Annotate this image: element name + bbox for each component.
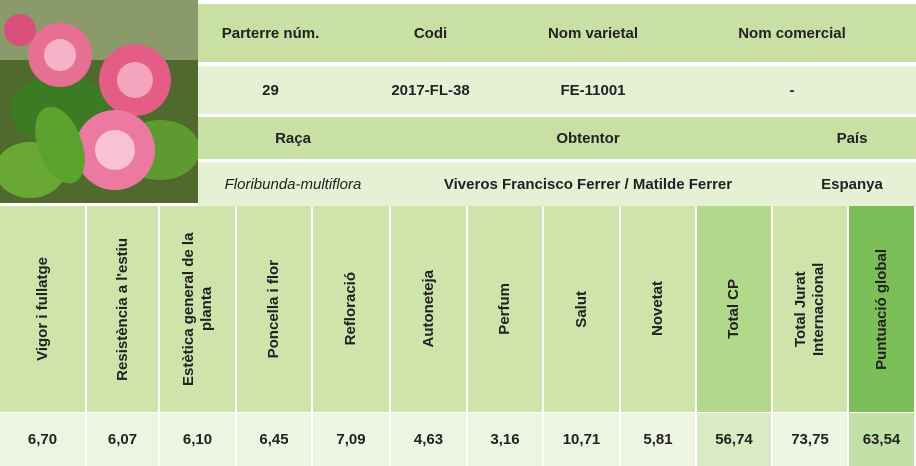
score-header-text: Autoneteja [420,270,438,348]
score-header: Novetat [621,206,695,412]
score-value-text: 6,45 [259,431,288,448]
score-value-text: 73,75 [791,431,829,448]
header-label: Nom comercial [668,4,916,62]
score-header-text: Puntuació global [873,249,891,370]
score-header-text: Vigor i fullatge [34,257,52,361]
score-value: 6,10 [160,413,235,466]
score-header: Vigor i fullatge [0,206,85,412]
score-header-text: Refloració [342,272,360,345]
score-value: 56,74 [697,413,771,466]
header-label-text: Nom varietal [548,25,638,42]
score-header: Salut [544,206,619,412]
origin-label-text: Raça [275,130,311,147]
header-label-text: Nom comercial [738,25,846,42]
origin-label-text: País [837,130,868,147]
page: Parterre núm. 29 Codi 2017-FL-38 Nom varieta… [0,0,916,466]
score-value: 73,75 [773,413,847,466]
origin-value: Espanya [788,162,916,207]
score-header: Refloració [313,206,389,412]
score-value: 6,45 [237,413,311,466]
header-value: - [668,66,916,114]
score-value-text: 6,07 [108,431,137,448]
score-header: Poncella i flor [237,206,311,412]
origin-label: País [788,117,916,159]
header-value-text: - [790,82,795,99]
score-header-text: Salut [573,291,591,328]
origin-value-text: Espanya [821,176,883,193]
score-value: 3,16 [468,413,542,466]
score-header: Total Jurat Internacional [773,206,847,412]
score-header-text: Perfum [496,283,514,335]
score-value-text: 5,81 [643,431,672,448]
score-value: 4,63 [391,413,466,466]
score-value-text: 10,71 [563,431,601,448]
origin-label: Raça [198,117,388,159]
header-value-text: FE-11001 [560,82,625,99]
header-value: 2017-FL-38 [343,66,518,114]
origin-value-text: Viveros Francisco Ferrer / Matilde Ferre… [444,176,732,193]
score-header: Estètica general de la planta [160,206,235,412]
header-value: FE-11001 [518,66,668,114]
score-header: Puntuació global [849,206,914,412]
score-header-text: Novetat [649,281,667,336]
score-header: Autoneteja [391,206,466,412]
score-value-text: 56,74 [715,431,753,448]
score-value: 7,09 [313,413,389,466]
score-value: 10,71 [544,413,619,466]
score-header-text: Estètica general de la planta [180,223,216,395]
score-header-text: Poncella i flor [265,260,283,358]
origin-value: Viveros Francisco Ferrer / Matilde Ferre… [388,162,788,207]
rose-photo [0,0,198,203]
score-header-text: Resistència a l'estiu [114,238,132,381]
header-value-text: 2017-FL-38 [391,82,469,99]
score-value: 63,54 [849,413,914,466]
score-header: Total CP [697,206,771,412]
score-value-text: 7,09 [336,431,365,448]
header-value-text: 29 [262,82,279,99]
score-value: 5,81 [621,413,695,466]
score-value-text: 3,16 [490,431,519,448]
score-header-text: Total Jurat Internacional [792,223,828,395]
score-value-text: 63,54 [863,431,901,448]
origin-value-text: Floribunda-multiflora [225,176,362,193]
origin-value: Floribunda-multiflora [198,162,388,207]
score-value: 6,07 [87,413,158,466]
score-header-text: Total CP [725,279,743,339]
score-value-text: 6,70 [28,431,57,448]
score-value-text: 4,63 [414,431,443,448]
score-value: 6,70 [0,413,85,466]
header-label: Codi [343,4,518,62]
header-label: Parterre núm. [198,4,343,62]
origin-label-text: Obtentor [556,130,619,147]
score-header: Resistència a l'estiu [87,206,158,412]
score-header: Perfum [468,206,542,412]
header-label-text: Codi [414,25,447,42]
header-label-text: Parterre núm. [222,25,320,42]
header-label: Nom varietal [518,4,668,62]
header-value: 29 [198,66,343,114]
score-value-text: 6,10 [183,431,212,448]
origin-label: Obtentor [388,117,788,159]
